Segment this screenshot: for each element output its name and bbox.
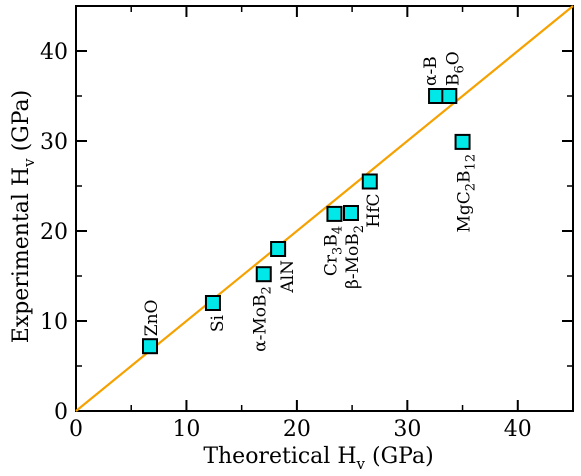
y-tick-label: 40: [40, 40, 68, 65]
point-label-part: β-MoB: [343, 233, 363, 289]
reference-line-layer: [75, 5, 574, 412]
point-label: α-B: [421, 56, 441, 86]
point-label-part: MgC: [455, 191, 475, 232]
data-point: [270, 241, 287, 257]
point-label-part: 12: [464, 154, 479, 171]
point-label-part: 2: [352, 225, 367, 233]
point-label-part: 3: [330, 247, 345, 255]
point-label-part: B: [455, 170, 475, 183]
point-label-part: ZnO: [142, 299, 162, 336]
data-point: [255, 266, 272, 283]
x-tick-label: 0: [69, 417, 83, 442]
point-label: B6O: [443, 51, 467, 86]
point-label-part: O: [443, 51, 463, 65]
data-point: [141, 338, 158, 355]
x-tick-label: 30: [393, 417, 421, 442]
x-tick-label: 10: [172, 417, 200, 442]
axes: 0 10 20 30 40 0 10 20 30 40: [40, 5, 574, 442]
data-point: [343, 205, 360, 221]
point-label-part: AlN: [278, 260, 298, 294]
point-label-part: 6: [452, 65, 467, 73]
data-point: [454, 133, 471, 150]
data-point: [428, 88, 445, 104]
point-label-part: HfC: [364, 194, 384, 228]
point-label-part: 2: [464, 183, 479, 191]
point-label-part: α-MoB: [251, 294, 271, 351]
x-tick-label: 20: [283, 417, 311, 442]
point-label: Cr3B4: [321, 226, 345, 276]
x-axis-title: Theoretical Hv (GPa): [203, 444, 433, 473]
point-label: ZnO: [142, 299, 162, 336]
point-label-part: α-B: [421, 56, 441, 86]
y-tick-label: 30: [40, 130, 68, 155]
data-point: [204, 295, 221, 311]
point-label: β-MoB2: [343, 225, 367, 289]
point-label-part: B: [321, 234, 341, 247]
reference-line: [75, 5, 574, 412]
y-tick-label: 0: [54, 400, 68, 425]
point-label-part: Cr: [321, 254, 341, 276]
point-label-part: Si: [208, 314, 228, 332]
points-layer: [141, 88, 471, 355]
data-point: [326, 205, 343, 222]
point-label: MgC2B12: [455, 154, 479, 233]
point-label: α-MoB2: [251, 286, 275, 352]
point-label-part: 2: [260, 286, 275, 294]
plot-frame: [75, 5, 574, 412]
point-label: AlN: [278, 260, 298, 294]
y-tick-label: 10: [40, 310, 68, 335]
data-point: [441, 88, 458, 104]
point-label-part: B: [443, 74, 463, 87]
y-tick-label: 20: [40, 220, 68, 245]
point-label: Si: [208, 314, 228, 332]
point-label: HfC: [364, 194, 384, 228]
data-point: [361, 173, 378, 190]
y-axis-title: Experimental Hv (GPa): [9, 90, 38, 344]
point-label-part: 4: [330, 226, 345, 234]
x-tick-label: 40: [504, 417, 532, 442]
